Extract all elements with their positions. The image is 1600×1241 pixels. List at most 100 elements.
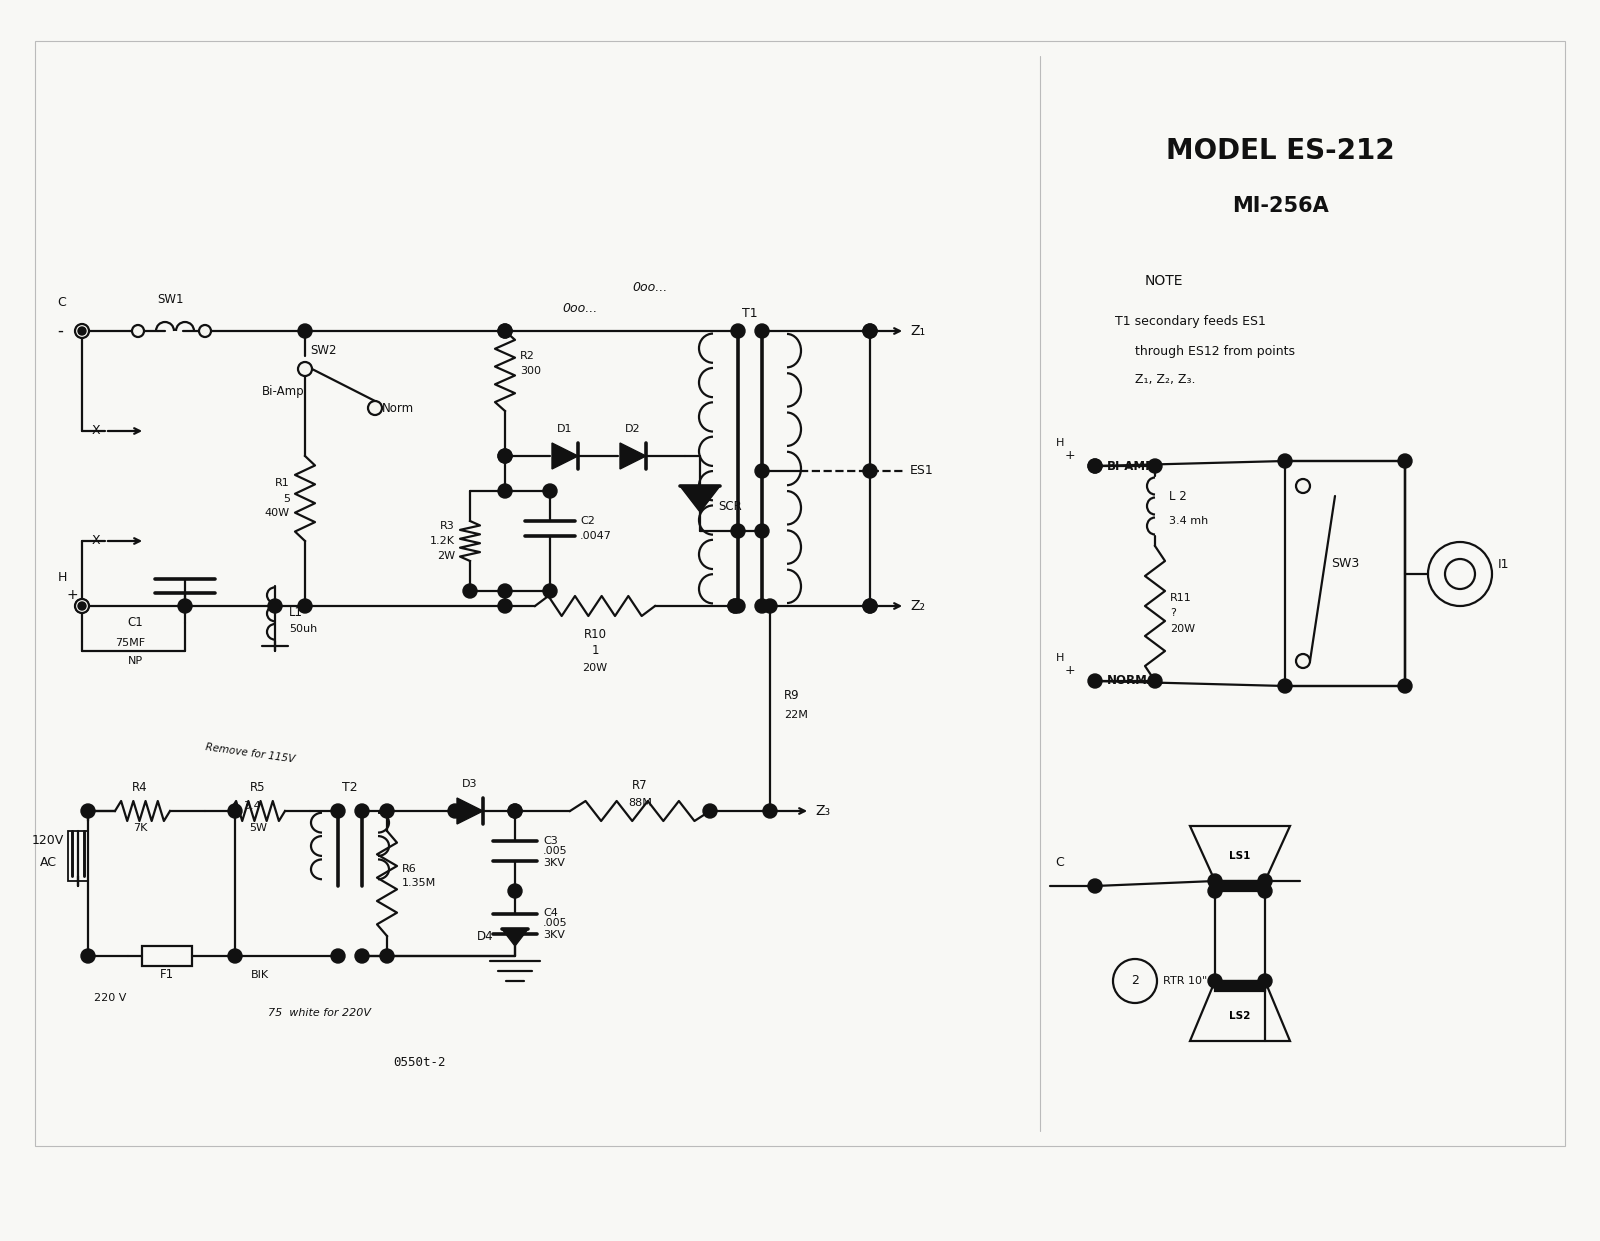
Circle shape [1398,454,1413,468]
Circle shape [498,484,512,498]
Circle shape [731,599,746,613]
Text: R5: R5 [250,781,266,794]
Circle shape [448,804,462,818]
Bar [1214,881,1266,891]
Circle shape [509,884,522,898]
Circle shape [1278,679,1293,692]
Circle shape [355,804,370,818]
Text: F1: F1 [160,968,174,980]
Circle shape [1088,459,1102,473]
Text: +: + [1064,449,1075,462]
Circle shape [763,599,778,613]
Text: I1: I1 [1498,557,1509,571]
Circle shape [862,599,877,613]
Text: C: C [1056,856,1064,869]
Circle shape [298,599,312,613]
Text: 20W: 20W [582,663,608,673]
Polygon shape [552,443,578,469]
Circle shape [1208,884,1222,898]
Circle shape [862,324,877,338]
Polygon shape [621,443,646,469]
Text: Z₁: Z₁ [910,324,925,338]
Circle shape [1088,879,1102,894]
Text: 2W: 2W [437,551,454,561]
Text: L 2: L 2 [1170,489,1187,503]
Text: R4: R4 [133,781,147,794]
Text: -: - [58,321,62,340]
Text: D4: D4 [477,930,493,943]
Polygon shape [680,486,720,513]
Circle shape [509,804,522,818]
Text: 3KV: 3KV [542,858,565,867]
Text: ?: ? [1170,608,1176,618]
Text: R1: R1 [275,479,290,489]
Circle shape [498,324,512,338]
Text: 75MF: 75MF [115,638,146,648]
Circle shape [763,804,778,818]
Text: 50uh: 50uh [290,624,317,634]
Text: X: X [91,424,99,438]
Text: R3: R3 [440,521,454,531]
Text: D1: D1 [557,424,573,434]
Circle shape [1296,654,1310,668]
Circle shape [1278,454,1293,468]
Circle shape [355,949,370,963]
Circle shape [1296,479,1310,493]
Text: H: H [58,571,67,585]
Circle shape [728,599,742,613]
Circle shape [229,949,242,963]
Bar [35,41,1565,1145]
Text: through ES12 from points: through ES12 from points [1134,345,1294,357]
Text: T1 secondary feeds ES1: T1 secondary feeds ES1 [1115,314,1266,328]
Circle shape [731,524,746,539]
Text: 1.2K: 1.2K [430,536,454,546]
Text: 5W: 5W [250,823,267,833]
Text: R10: R10 [584,628,606,640]
Circle shape [198,325,211,338]
Text: NP: NP [128,656,142,666]
Circle shape [75,599,90,613]
Bar [142,946,192,965]
Text: NOTE: NOTE [1146,274,1184,288]
Circle shape [381,949,394,963]
Text: SW3: SW3 [1331,557,1358,570]
Circle shape [731,324,746,338]
Circle shape [542,484,557,498]
Circle shape [498,599,512,613]
Circle shape [509,804,522,818]
Circle shape [331,949,346,963]
Circle shape [1258,974,1272,988]
Text: L1: L1 [290,607,302,619]
Text: 3.4 mh: 3.4 mh [1170,516,1208,526]
Text: BIK: BIK [251,970,269,980]
Circle shape [498,324,512,338]
Text: T1: T1 [742,307,758,319]
Polygon shape [458,798,483,824]
Circle shape [75,324,90,338]
Circle shape [755,524,770,539]
Text: 220 V: 220 V [94,993,126,1003]
Circle shape [1088,459,1102,473]
Text: 7K: 7K [133,823,147,833]
Circle shape [542,585,557,598]
Text: Z₂: Z₂ [910,599,925,613]
Circle shape [82,949,94,963]
Text: R9: R9 [784,689,800,701]
Text: 75  white for 220V: 75 white for 220V [269,1008,371,1018]
Circle shape [755,324,770,338]
Text: 120V: 120V [32,834,64,848]
Circle shape [498,585,512,598]
Text: 20W: 20W [1170,623,1195,633]
Text: +: + [1064,664,1075,678]
Circle shape [862,324,877,338]
Text: R11: R11 [1170,593,1192,603]
Text: LS2: LS2 [1229,1011,1251,1021]
Text: H: H [1056,653,1064,663]
Text: X: X [91,535,99,547]
Circle shape [178,599,192,613]
Circle shape [298,324,312,338]
Text: BI-AMP: BI-AMP [1107,459,1155,473]
Text: R6: R6 [402,864,416,874]
Circle shape [755,464,770,478]
Circle shape [498,449,512,463]
